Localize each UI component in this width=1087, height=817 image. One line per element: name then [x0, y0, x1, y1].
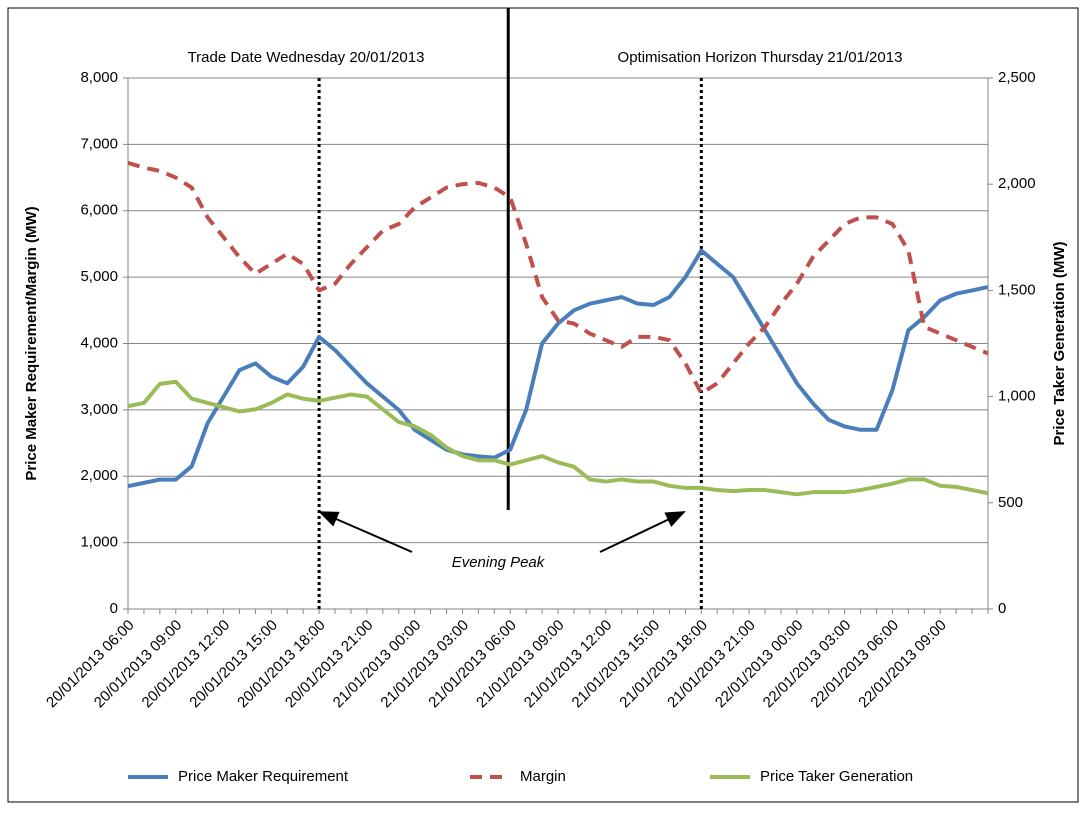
legend-label: Price Taker Generation: [760, 768, 913, 785]
y-tick-label: 7,000: [80, 135, 118, 152]
y-tick-label: 4,000: [80, 334, 118, 351]
y-tick-label: 0: [110, 600, 118, 617]
y-tick-label: 8,000: [80, 69, 118, 86]
y-tick-label: 3,000: [80, 401, 118, 418]
y2-tick-label: 2,500: [998, 69, 1036, 86]
y2-tick-label: 500: [998, 494, 1023, 511]
y-tick-label: 1,000: [80, 534, 118, 551]
y-axis-title: Price Maker Requirement/Margin (MW): [23, 206, 40, 480]
header-bg: [548, 44, 974, 74]
y2-tick-label: 0: [998, 600, 1006, 617]
y2-tick-label: 1,000: [998, 388, 1036, 405]
y-tick-label: 5,000: [80, 268, 118, 285]
series-line: [127, 248, 989, 489]
frame: [7, 7, 1079, 803]
annotation: Trade Date Wednesday 20/01/2013: [188, 49, 425, 66]
legend-label: Margin: [520, 768, 566, 785]
header-bg: [130, 44, 476, 74]
y-tick-label: 6,000: [80, 202, 118, 219]
y-tick-label: 2,000: [80, 467, 118, 484]
legend-label: Price Maker Requirement: [178, 768, 349, 785]
series-line: [127, 161, 989, 396]
annotation: Evening Peak: [452, 554, 546, 571]
y2-tick-label: 2,000: [998, 175, 1036, 192]
y2-axis-title: Price Taker Generation (MW): [1051, 242, 1068, 446]
y2-tick-label: 1,500: [998, 281, 1036, 298]
annotation: Optimisation Horizon Thursday 21/01/2013: [618, 49, 903, 66]
arrow: [599, 511, 686, 553]
series-line: [127, 379, 989, 497]
arrow: [318, 511, 413, 553]
